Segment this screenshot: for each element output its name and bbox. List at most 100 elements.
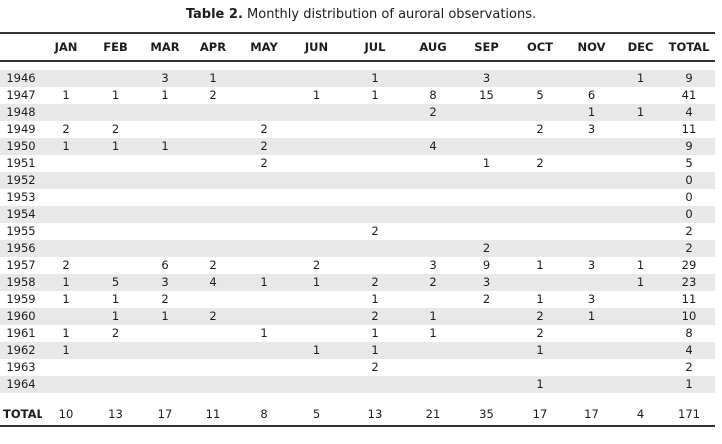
year-cell: 1957 <box>6 258 36 272</box>
value-cell-oct <box>515 138 565 155</box>
row-total-cell: 11 <box>681 122 697 136</box>
value-cell-apr: 2 <box>209 309 217 323</box>
value-cell-jan <box>42 104 90 121</box>
value-cell-oct: 1 <box>536 343 544 357</box>
value-cell-jan <box>42 172 90 189</box>
column-header-apr: APR <box>199 40 227 54</box>
value-cell-aug <box>408 240 458 257</box>
table-row-1951: 1951 2 1 2 5 <box>0 155 715 172</box>
value-cell-feb: 1 <box>111 139 120 153</box>
year-cell: 1959 <box>6 292 36 306</box>
year-cell: 1947 <box>6 88 36 102</box>
row-total-cell: 4 <box>685 343 693 357</box>
value-cell-aug <box>408 155 458 172</box>
value-cell-aug: 3 <box>429 258 437 272</box>
value-cell-apr <box>189 121 237 138</box>
value-cell-jan <box>42 240 90 257</box>
value-cell-nov <box>565 274 618 291</box>
value-cell-oct: 5 <box>536 88 544 102</box>
table-caption: Table 2. Monthly distribution of auroral… <box>0 0 722 23</box>
spacer-cell <box>0 393 715 404</box>
row-total-cell: 9 <box>685 71 693 85</box>
value-cell-jul: 1 <box>371 88 379 102</box>
value-cell-dec <box>618 325 663 342</box>
value-cell-nov: 3 <box>587 292 596 306</box>
value-cell-may <box>237 291 291 308</box>
year-cell: 1961 <box>6 326 36 340</box>
value-cell-may <box>237 104 291 121</box>
value-cell-jun <box>291 189 342 206</box>
value-cell-mar <box>141 121 189 138</box>
value-cell-nov: 1 <box>587 105 596 119</box>
value-cell-nov <box>565 240 618 257</box>
table-row-1946: 1946 3 1 1 3 1 9 <box>0 70 715 87</box>
value-cell-apr <box>189 155 237 172</box>
value-cell-jul <box>342 206 408 223</box>
year-cell: 1956 <box>6 241 36 255</box>
value-cell-sep <box>458 359 515 376</box>
column-total-cell-sep: 35 <box>479 407 494 421</box>
value-cell-aug <box>408 70 458 87</box>
row-total-cell: 2 <box>685 241 693 255</box>
value-cell-nov: 3 <box>587 122 596 136</box>
total-row: TOTAL 10 13 17 11 8 5 13 21 35 17 17 4 171 <box>0 404 715 426</box>
value-cell-jan: 2 <box>62 258 70 272</box>
value-cell-oct: 1 <box>536 292 544 306</box>
value-cell-mar: 3 <box>161 71 169 85</box>
column-total-cell-mar: 17 <box>157 407 173 421</box>
value-cell-dec <box>618 121 663 138</box>
value-cell-dec <box>618 155 663 172</box>
year-cell: 1962 <box>6 343 36 357</box>
value-cell-feb <box>90 206 141 223</box>
value-cell-mar <box>141 206 189 223</box>
column-total-cell-feb: 13 <box>108 407 123 421</box>
value-cell-jan <box>42 155 90 172</box>
value-cell-aug: 1 <box>429 326 437 340</box>
value-cell-oct: 2 <box>536 156 544 170</box>
column-header-jun: JUN <box>304 40 329 54</box>
value-cell-aug <box>408 206 458 223</box>
value-cell-oct <box>515 223 565 240</box>
value-cell-sep <box>458 376 515 393</box>
value-cell-jun: 2 <box>312 258 321 272</box>
value-cell-nov <box>565 223 618 240</box>
year-cell: 1953 <box>6 190 36 204</box>
value-cell-apr <box>189 189 237 206</box>
value-cell-dec <box>618 342 663 359</box>
value-cell-dec <box>618 308 663 325</box>
value-cell-feb: 2 <box>111 326 120 340</box>
value-cell-aug: 8 <box>429 88 437 102</box>
value-cell-nov <box>565 172 618 189</box>
value-cell-jun <box>291 240 342 257</box>
year-cell: 1948 <box>6 105 36 119</box>
row-total-cell: 11 <box>681 292 697 306</box>
value-cell-aug <box>408 189 458 206</box>
value-cell-jan: 1 <box>62 88 70 102</box>
value-cell-jun <box>291 291 342 308</box>
value-cell-mar <box>141 240 189 257</box>
value-cell-dec <box>618 189 663 206</box>
table-row-1948: 1948 2 1 1 4 <box>0 104 715 121</box>
table-row-1964: 1964 1 1 <box>0 376 715 393</box>
grand-total-cell: 171 <box>678 407 700 421</box>
value-cell-aug <box>408 342 458 359</box>
column-header-total: TOTAL <box>668 40 710 54</box>
value-cell-jul: 2 <box>371 360 379 374</box>
value-cell-dec: 1 <box>636 258 645 272</box>
value-cell-dec <box>618 87 663 104</box>
value-cell-oct <box>515 274 565 291</box>
value-cell-jul <box>342 257 408 274</box>
value-cell-apr: 2 <box>209 258 217 272</box>
value-cell-oct: 1 <box>536 258 544 272</box>
column-total-cell-apr: 11 <box>205 407 221 421</box>
value-cell-sep: 9 <box>482 258 491 272</box>
value-cell-feb <box>90 70 141 87</box>
value-cell-may: 2 <box>260 139 268 153</box>
value-cell-feb <box>90 257 141 274</box>
value-cell-jun: 1 <box>312 275 321 289</box>
year-cell: 1946 <box>6 71 36 85</box>
value-cell-jun <box>291 376 342 393</box>
row-total-cell: 0 <box>685 173 693 187</box>
value-cell-apr <box>189 342 237 359</box>
value-cell-mar: 6 <box>161 258 169 272</box>
